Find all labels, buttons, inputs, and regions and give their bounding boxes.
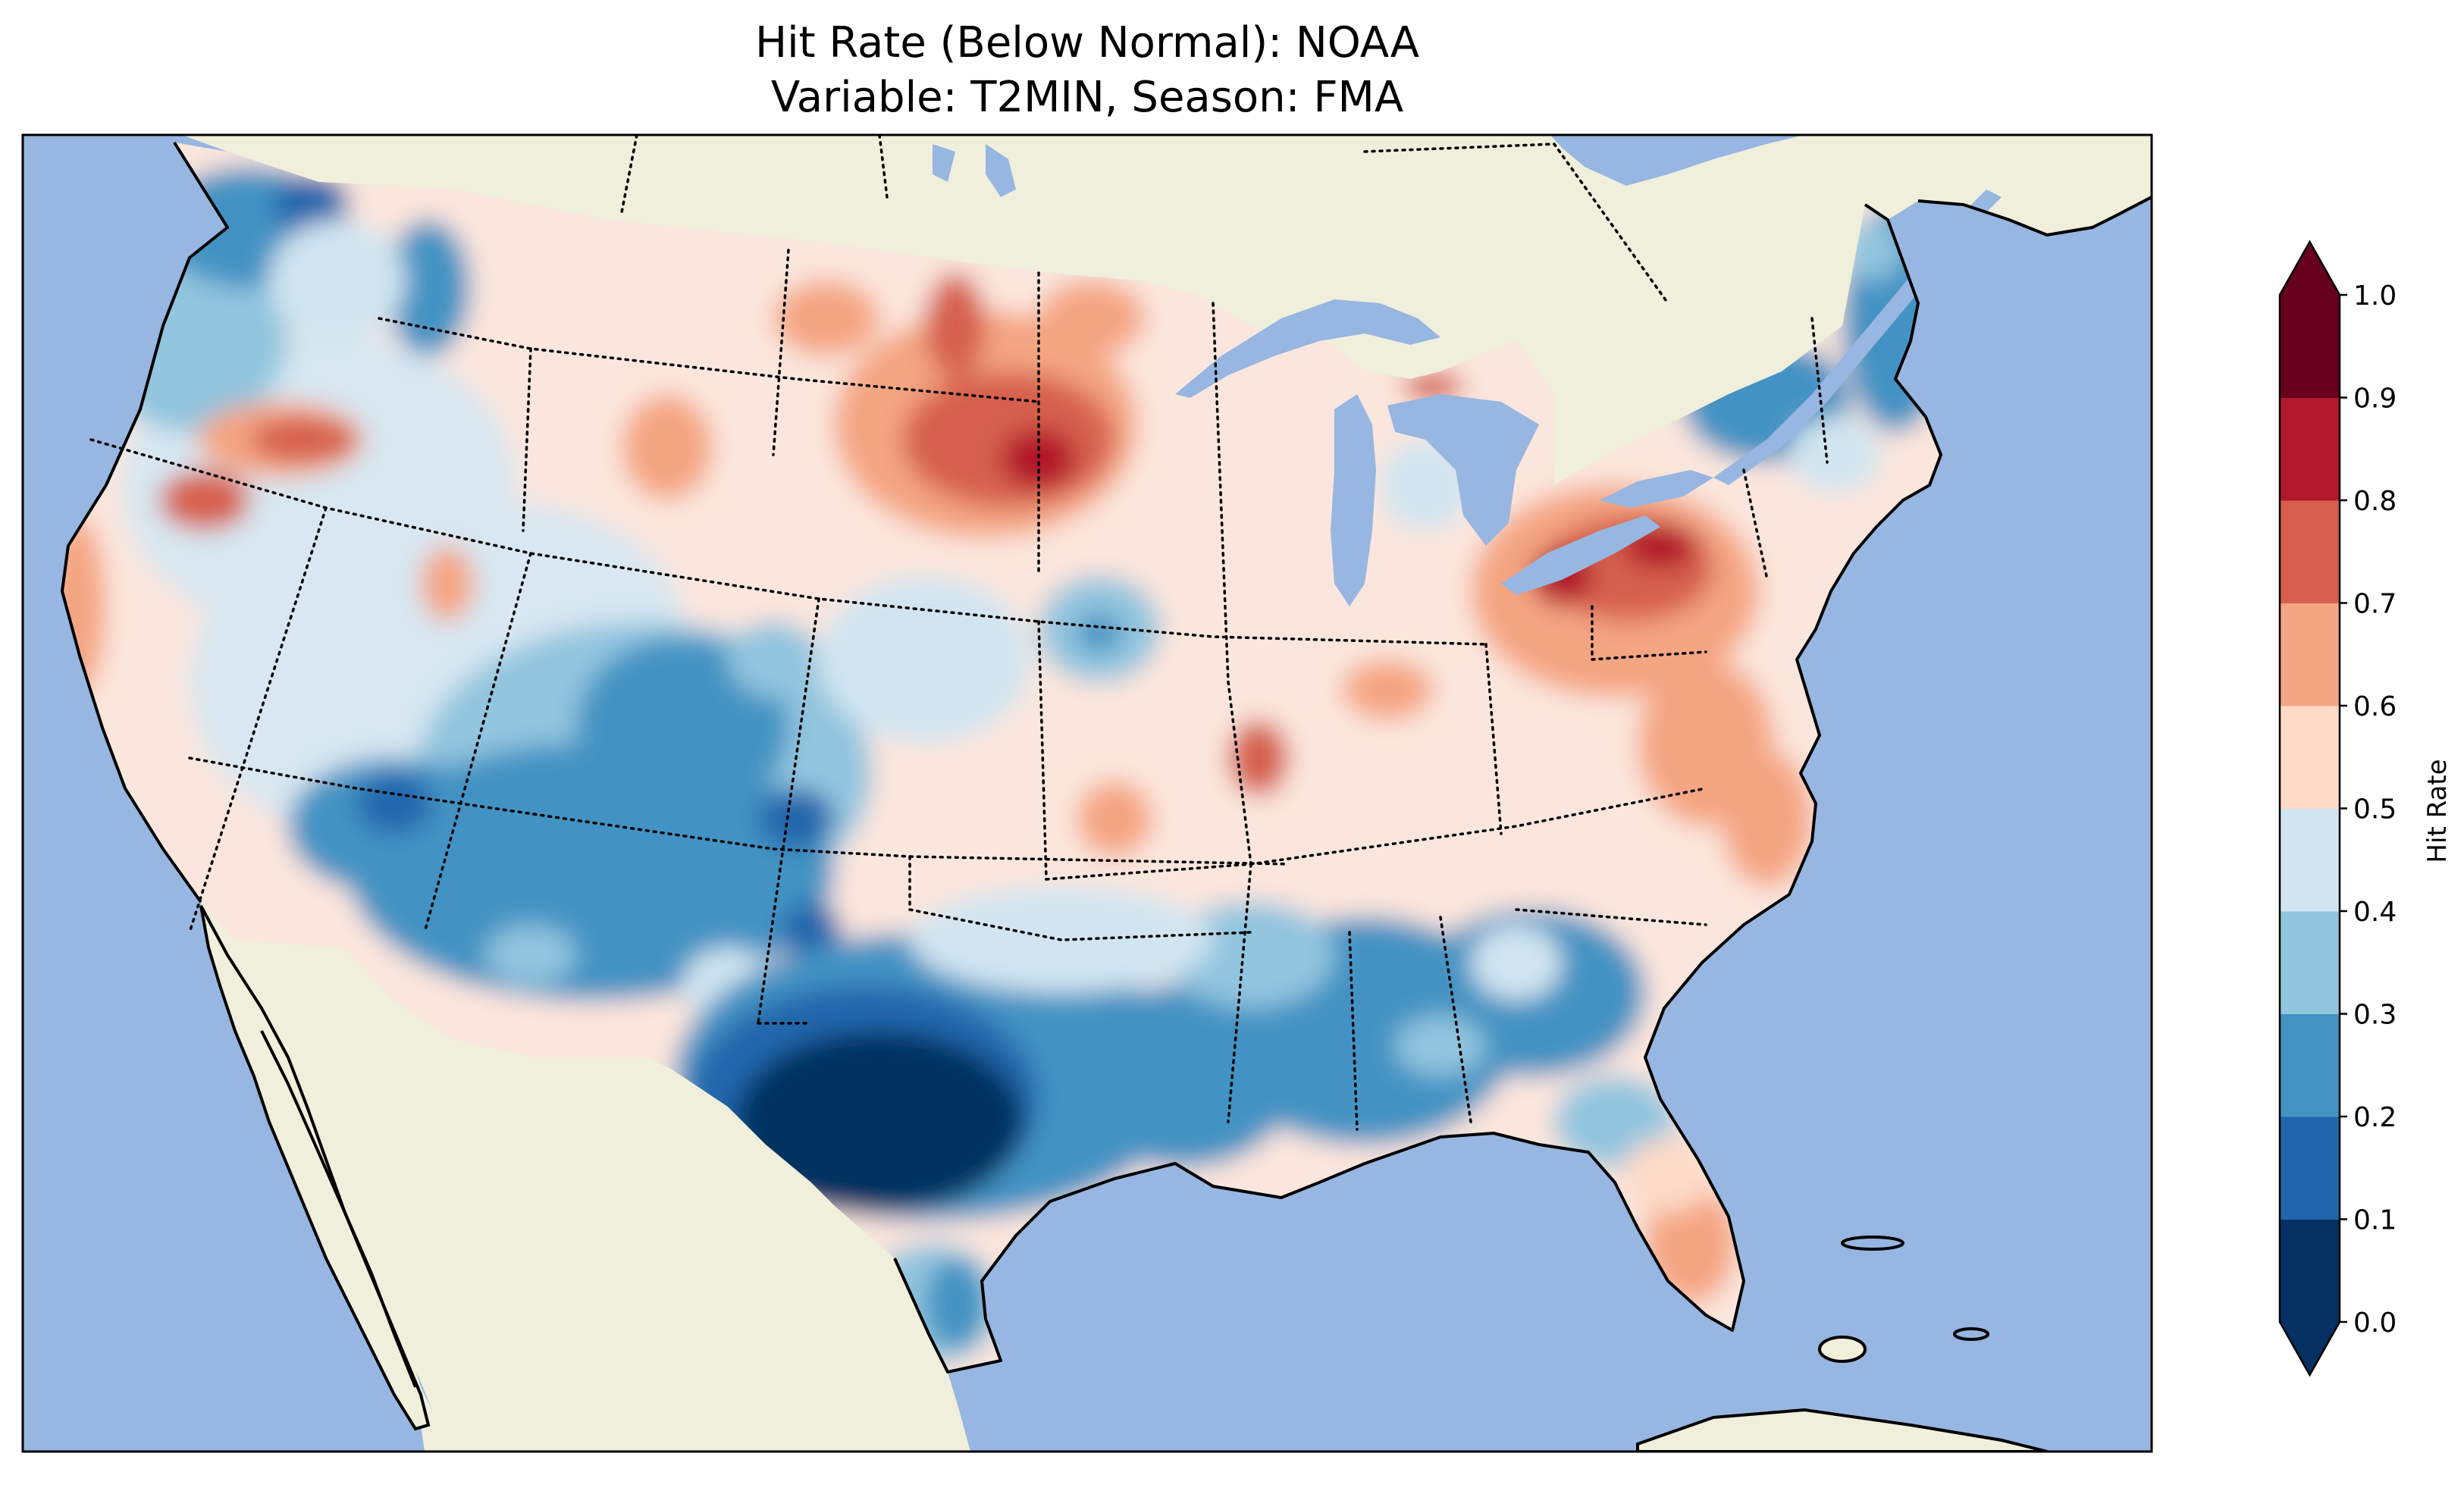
- bahamas-island-3: [1953, 1327, 1989, 1341]
- field-blob: [773, 280, 879, 356]
- bahamas-island-2: [1841, 1236, 1904, 1251]
- colorbar-tick-label: 0.4: [2353, 897, 2397, 928]
- canada-east-coastline: [1917, 196, 2152, 236]
- field-blob: [1228, 720, 1289, 796]
- field-blob: [485, 925, 576, 985]
- map-panel: [23, 135, 2152, 1452]
- colorbar-tick-label: 0.8: [2353, 486, 2397, 517]
- colorbar-tick-label: 0.2: [2353, 1102, 2397, 1133]
- colorbar-label: Hit Rate: [2422, 759, 2453, 863]
- hudson-bay-lakes: [933, 144, 955, 182]
- baja-peninsula: [199, 905, 431, 1431]
- lake-erie: [1501, 515, 1660, 595]
- field-blob: [62, 515, 106, 697]
- hit-rate-field: [62, 143, 1941, 1372]
- field-blob: [622, 394, 713, 500]
- field-blob: [1077, 614, 1122, 652]
- colorbar-swatch: [2280, 1013, 2340, 1117]
- colorbar-swatch: [2280, 397, 2340, 501]
- field-blob: [728, 622, 819, 697]
- lake-huron: [1387, 394, 1539, 546]
- field-blob: [735, 1031, 1024, 1213]
- mexico-coastline: [260, 1030, 417, 1388]
- field-blob: [1077, 781, 1152, 857]
- field-blob: [387, 220, 470, 356]
- colorbar-swatch: [2280, 295, 2340, 398]
- field-blob: [1622, 1137, 1713, 1213]
- canada-land: [182, 135, 2152, 485]
- bahamas-island: [1818, 1336, 1867, 1363]
- lake-superior: [1175, 299, 1440, 398]
- field-blob: [1789, 417, 1880, 493]
- field-blob: [250, 417, 356, 462]
- colorbar-swatch: [2280, 603, 2340, 706]
- colorbar-tick-label: 0.7: [2353, 589, 2397, 620]
- field-blob: [1395, 1016, 1486, 1076]
- colorbar-swatch: [2280, 1117, 2340, 1220]
- colorbar-tick-label: 0.1: [2353, 1205, 2397, 1236]
- field-blob: [1471, 925, 1562, 1001]
- colorbar-swatch: [2280, 911, 2340, 1014]
- colorbar-swatch: [2280, 808, 2340, 912]
- field-blob: [159, 470, 250, 531]
- colorbar-tick-label: 0.0: [2353, 1308, 2397, 1339]
- field-blob: [1039, 280, 1145, 356]
- field-blob: [421, 546, 474, 622]
- colorbar-swatch: [2280, 1219, 2340, 1323]
- map-frame: [21, 133, 2153, 1453]
- st-lawrence-river: [1713, 189, 2002, 485]
- mexico-land: [201, 902, 970, 1452]
- gulf-coastline: [893, 203, 1942, 1373]
- field-blob: [1721, 750, 1812, 887]
- field-blob: [1342, 659, 1433, 720]
- field-blob: [819, 576, 1031, 743]
- field-blob: [356, 773, 432, 834]
- title-line-1: Hit Rate (Below Normal): NOAA: [755, 18, 1419, 67]
- colorbar-tick-label: 0.3: [2353, 1000, 2397, 1031]
- cuba-land: [1636, 1408, 2048, 1452]
- colorbar-swatch: [2280, 706, 2340, 809]
- field-blob: [925, 273, 986, 379]
- field-blob: [269, 220, 406, 341]
- field-blob: [1001, 428, 1077, 489]
- field-blob: [273, 174, 349, 235]
- field-blob: [925, 1258, 986, 1349]
- colorbar-tick-label: 0.9: [2353, 384, 2397, 415]
- field-blob: [758, 788, 834, 849]
- title-line-2: Variable: T2MIN, Season: FMA: [771, 73, 1403, 122]
- colorbar-tick-label: 0.6: [2353, 691, 2397, 722]
- state-boundaries: [89, 135, 1829, 1131]
- field-blob: [1403, 371, 1463, 402]
- colorbar-tick-label: 1.0: [2353, 280, 2397, 312]
- colorbar-swatch: [2280, 500, 2340, 603]
- lake-ontario: [1600, 470, 1713, 508]
- colorbar-tick-label: 0.5: [2353, 794, 2397, 825]
- colorbar-extend-max: [2280, 242, 2340, 295]
- colorbar-extend-min: [2280, 1322, 2340, 1375]
- west-coastline: [61, 141, 229, 904]
- colorbar: 0.0 0.1 0.2 0.3 0.4 0.5 0.6 0.7 0.8 0.9 1.0: [2278, 240, 2397, 1377]
- lake-winnipeg: [986, 144, 1016, 197]
- lake-michigan: [1331, 394, 1376, 606]
- field-blob: [576, 637, 788, 819]
